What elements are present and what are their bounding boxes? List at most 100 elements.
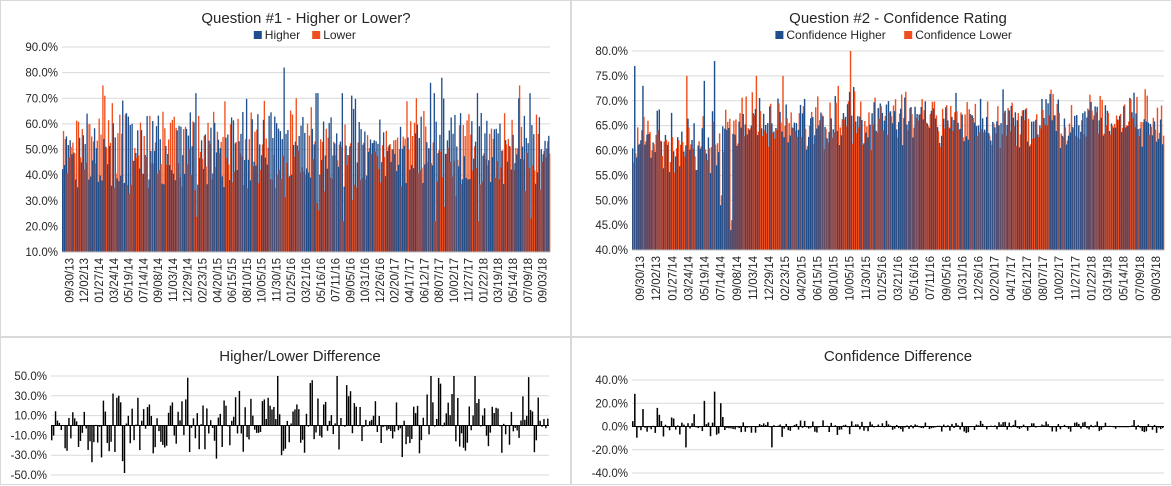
bar — [168, 165, 171, 252]
bar — [1159, 119, 1162, 250]
bar — [311, 380, 313, 426]
bar — [869, 124, 871, 250]
bar — [1001, 134, 1003, 250]
bar — [905, 91, 907, 250]
bar — [964, 114, 966, 250]
bar — [406, 101, 408, 252]
chart-title: Question #1 - Higher or Lower? — [201, 10, 410, 27]
bar — [222, 136, 224, 252]
bar — [152, 120, 154, 252]
bar — [862, 144, 864, 250]
bar — [213, 425, 216, 441]
x-tick-label: 11/03/14 — [168, 257, 180, 302]
bar — [928, 426, 931, 430]
bar — [238, 141, 240, 252]
bar — [393, 425, 396, 432]
bar — [165, 146, 167, 252]
bar — [836, 130, 839, 250]
bar — [87, 124, 89, 252]
bar — [444, 153, 447, 252]
x-tick-label: 07/11/16 — [331, 258, 343, 302]
bar — [166, 164, 168, 252]
bar — [885, 420, 888, 427]
bar — [257, 114, 259, 252]
bar — [1105, 125, 1108, 250]
bar — [852, 87, 855, 250]
bar — [359, 407, 361, 426]
bar — [334, 155, 337, 252]
bar — [659, 140, 661, 250]
bar — [169, 405, 172, 426]
bar — [393, 140, 395, 252]
bar — [843, 119, 846, 250]
bar — [926, 123, 929, 250]
bar — [933, 101, 936, 250]
bar — [692, 148, 694, 250]
bar — [358, 121, 360, 252]
bar — [755, 75, 758, 250]
bar — [125, 423, 128, 426]
bar — [252, 415, 254, 426]
bar — [787, 142, 789, 250]
bar — [375, 141, 377, 252]
bar — [131, 408, 133, 426]
x-tick-label: 07/14/14 — [138, 257, 150, 302]
legend-swatch — [253, 31, 262, 39]
bar — [156, 173, 159, 252]
bar — [545, 157, 547, 252]
bar — [656, 407, 659, 427]
bar — [284, 197, 286, 252]
bar — [1050, 89, 1052, 250]
bar — [333, 141, 335, 252]
bar — [1076, 115, 1078, 250]
bar — [246, 425, 248, 438]
bar — [531, 125, 533, 252]
y-tick-label: 50.0% — [14, 371, 47, 383]
bar — [667, 141, 670, 250]
bar — [504, 140, 507, 252]
bar — [803, 420, 806, 427]
bar — [754, 108, 757, 250]
bar — [351, 425, 354, 434]
bar — [295, 98, 297, 252]
bar — [428, 425, 430, 435]
bar — [688, 127, 690, 250]
bar — [452, 133, 454, 252]
bar — [259, 144, 261, 252]
bar — [1109, 134, 1112, 250]
bar — [1157, 138, 1160, 250]
bar — [79, 157, 82, 252]
bar — [874, 97, 876, 250]
bar — [190, 175, 192, 252]
bar — [864, 121, 866, 250]
bar — [1154, 129, 1157, 250]
bar — [301, 167, 303, 252]
bar — [912, 137, 914, 250]
bar — [201, 158, 204, 252]
bar — [810, 118, 812, 250]
bar — [204, 425, 206, 450]
bar — [354, 98, 357, 252]
bar — [910, 107, 912, 250]
bar — [840, 426, 843, 430]
bar — [1133, 420, 1135, 427]
bar — [836, 426, 839, 435]
bar — [822, 420, 824, 427]
bar — [1111, 126, 1114, 250]
bar — [143, 135, 145, 252]
bar — [838, 426, 841, 430]
bar — [810, 111, 813, 250]
bar — [500, 167, 502, 252]
bar — [368, 421, 371, 426]
bar — [308, 135, 311, 252]
bar — [183, 425, 185, 436]
bar — [720, 195, 723, 250]
bar — [838, 145, 841, 250]
bar — [323, 191, 326, 252]
bar — [1090, 424, 1092, 427]
bar — [516, 154, 518, 252]
bar — [896, 137, 899, 250]
bar-series — [51, 376, 549, 474]
x-tick-label: 09/30/13 — [635, 256, 647, 301]
bar — [232, 416, 235, 426]
